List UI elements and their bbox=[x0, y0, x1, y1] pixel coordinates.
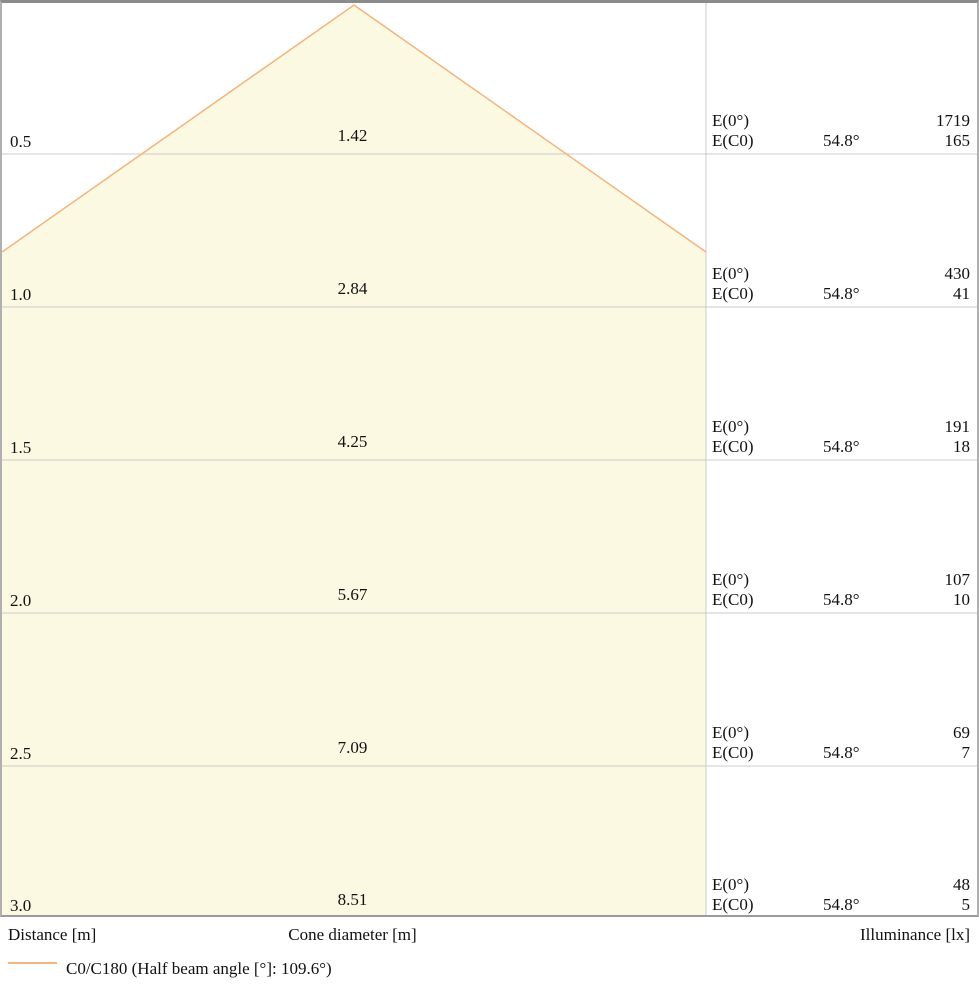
illuminance-block: E(0°) 107 E(C0) 54.8° 10 bbox=[712, 570, 970, 610]
e0-value: 191 bbox=[944, 417, 971, 436]
ec0-angle: 54.8° bbox=[823, 437, 860, 456]
ec0-line: E(C0) 54.8° 10 bbox=[712, 590, 970, 610]
e0-line: E(0°) 1719 bbox=[712, 111, 970, 131]
ec0-angle: 54.8° bbox=[823, 131, 860, 150]
ec0-value: 7 bbox=[961, 743, 971, 762]
ec0-value: 10 bbox=[953, 590, 970, 609]
ec0-angle: 54.8° bbox=[823, 895, 860, 914]
e0-value: 48 bbox=[953, 875, 970, 894]
distance-label: 0.5 bbox=[10, 132, 32, 151]
ec0-value: 41 bbox=[953, 284, 970, 303]
distance-label: 1.0 bbox=[10, 285, 32, 304]
illuminance-block: E(0°) 1719 E(C0) 54.8° 165 bbox=[712, 111, 970, 151]
e0-line: E(0°) 430 bbox=[712, 264, 970, 284]
e0-label: E(0°) bbox=[712, 875, 750, 894]
illuminance-block: E(0°) 430 E(C0) 54.8° 41 bbox=[712, 264, 970, 304]
legend-label: C0/C180 (Half beam angle [°]: 109.6°) bbox=[66, 959, 332, 978]
cone-diameter-value: 7.09 bbox=[337, 738, 368, 757]
distance-label: 2.0 bbox=[10, 591, 32, 610]
ec0-label: E(C0) bbox=[712, 743, 754, 762]
cone-chart-area bbox=[0, 0, 979, 917]
e0-label: E(0°) bbox=[712, 417, 750, 436]
distance-axis-label: Distance [m] bbox=[8, 925, 97, 944]
ec0-value: 5 bbox=[961, 895, 971, 914]
legend: C0/C180 (Half beam angle [°]: 109.6°) bbox=[0, 958, 979, 982]
distance-label: 2.5 bbox=[10, 744, 32, 763]
cone-diameter-value: 2.84 bbox=[337, 279, 368, 298]
e0-value: 430 bbox=[944, 264, 971, 283]
illuminance-block: E(0°) 191 E(C0) 54.8° 18 bbox=[712, 417, 970, 457]
e0-label: E(0°) bbox=[712, 723, 750, 742]
distance-label: 1.5 bbox=[10, 438, 32, 457]
ec0-value: 18 bbox=[953, 437, 970, 456]
beam-cone-outline bbox=[2, 4, 707, 253]
cone-graphic bbox=[2, 3, 977, 915]
ec0-line: E(C0) 54.8° 165 bbox=[712, 131, 970, 151]
e0-label: E(0°) bbox=[712, 570, 750, 589]
illuminance-block: E(0°) 69 E(C0) 54.8° 7 bbox=[712, 723, 970, 763]
e0-value: 69 bbox=[953, 723, 970, 742]
e0-value: 107 bbox=[944, 570, 971, 589]
ec0-label: E(C0) bbox=[712, 437, 754, 456]
e0-line: E(0°) 69 bbox=[712, 723, 970, 743]
illuminance-block: E(0°) 48 E(C0) 54.8° 5 bbox=[712, 875, 970, 915]
cone-diameter-value: 5.67 bbox=[337, 585, 368, 604]
e0-label: E(0°) bbox=[712, 264, 750, 283]
legend-line-swatch bbox=[8, 962, 57, 964]
cone-diameter-value: 8.51 bbox=[337, 890, 368, 909]
ec0-line: E(C0) 54.8° 5 bbox=[712, 895, 970, 915]
e0-line: E(0°) 48 bbox=[712, 875, 970, 895]
ec0-line: E(C0) 54.8° 7 bbox=[712, 743, 970, 763]
ec0-label: E(C0) bbox=[712, 284, 754, 303]
ec0-line: E(C0) 54.8° 41 bbox=[712, 284, 970, 304]
cone-diameter-value: 1.42 bbox=[337, 126, 368, 145]
cone-diameter-value: 4.25 bbox=[337, 432, 368, 451]
ec0-line: E(C0) 54.8° 18 bbox=[712, 437, 970, 457]
ec0-label: E(C0) bbox=[712, 590, 754, 609]
e0-line: E(0°) 191 bbox=[712, 417, 970, 437]
cone-diameter-axis-label: Cone diameter [m] bbox=[288, 925, 417, 944]
ec0-label: E(C0) bbox=[712, 895, 754, 914]
ec0-angle: 54.8° bbox=[823, 590, 860, 609]
illuminance-axis-label: Illuminance [lx] bbox=[860, 925, 970, 944]
e0-value: 1719 bbox=[936, 111, 970, 130]
e0-label: E(0°) bbox=[712, 111, 750, 130]
e0-line: E(0°) 107 bbox=[712, 570, 970, 590]
ec0-label: E(C0) bbox=[712, 131, 754, 150]
ec0-angle: 54.8° bbox=[823, 284, 860, 303]
ec0-angle: 54.8° bbox=[823, 743, 860, 762]
ec0-value: 165 bbox=[944, 131, 971, 150]
distance-label: 3.0 bbox=[10, 896, 32, 915]
